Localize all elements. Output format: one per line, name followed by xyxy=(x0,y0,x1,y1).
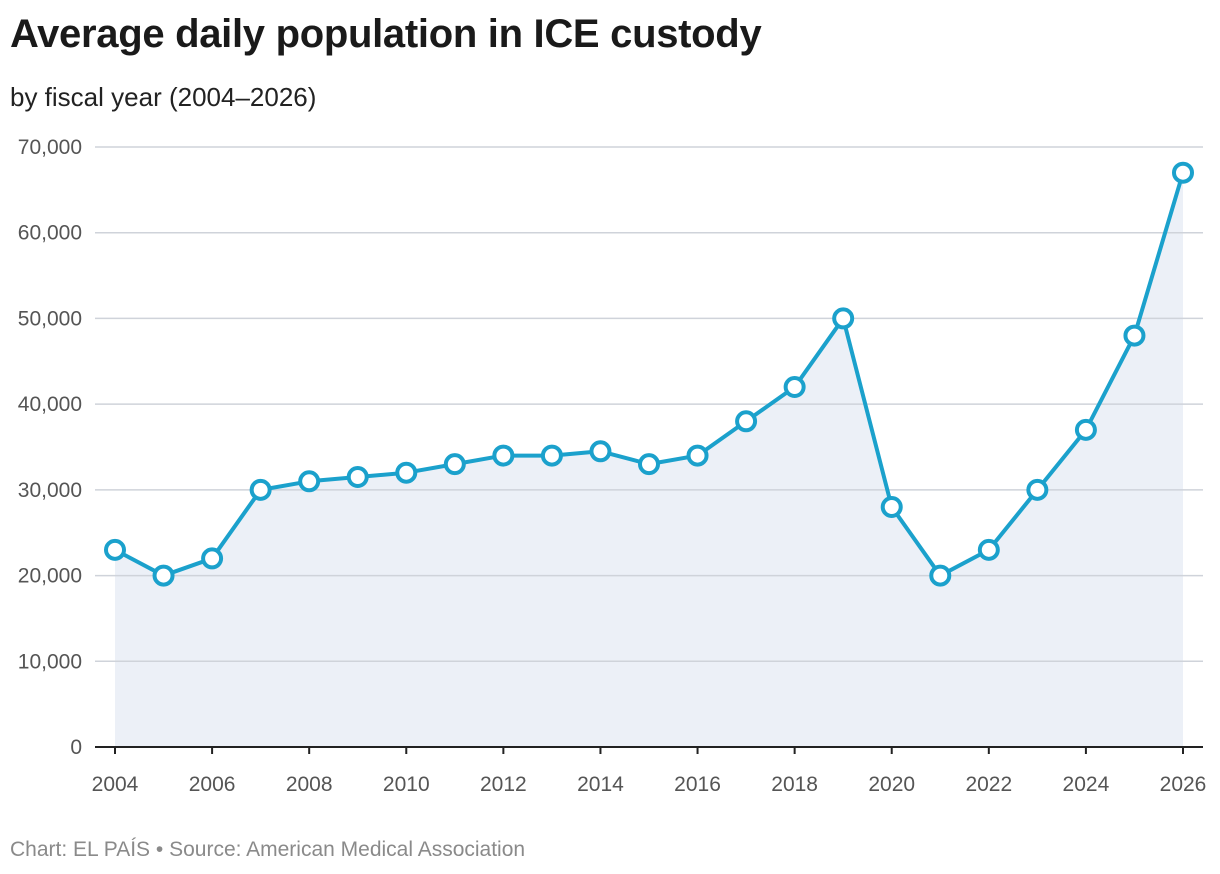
x-tick-label: 2004 xyxy=(92,773,139,796)
data-point xyxy=(249,478,272,501)
data-point xyxy=(880,496,903,518)
data-point xyxy=(346,466,369,488)
x-tick-label: 2008 xyxy=(286,773,333,796)
data-point xyxy=(977,538,1000,561)
data-point xyxy=(929,564,952,587)
data-point xyxy=(201,547,224,570)
data-point xyxy=(395,461,418,484)
x-tick-label: 2020 xyxy=(868,773,915,796)
x-tick-label: 2012 xyxy=(480,773,527,796)
series-area xyxy=(115,172,1183,747)
x-tick-label: 2016 xyxy=(674,773,721,796)
chart-subtitle: by fiscal year (2004–2026) xyxy=(10,82,317,112)
y-tick-label: 30,000 xyxy=(18,479,82,502)
x-tick-label: 2026 xyxy=(1160,773,1207,796)
data-point xyxy=(783,376,806,398)
data-point xyxy=(1123,324,1146,347)
x-tick-label: 2014 xyxy=(577,773,624,796)
x-tick-label: 2024 xyxy=(1063,773,1110,796)
x-tick-label: 2006 xyxy=(189,773,236,796)
chart-title: Average daily population in ICE custody xyxy=(10,12,762,56)
data-point xyxy=(298,470,321,493)
data-point xyxy=(1172,161,1194,184)
data-point xyxy=(638,453,660,476)
y-tick-label: 20,000 xyxy=(18,565,82,588)
data-point xyxy=(540,444,563,467)
y-tick-label: 60,000 xyxy=(18,222,82,245)
y-tick-label: 10,000 xyxy=(18,650,82,673)
data-point xyxy=(492,444,515,467)
data-point xyxy=(443,453,466,476)
data-point xyxy=(589,440,612,463)
data-point xyxy=(1026,478,1049,501)
data-point xyxy=(152,564,175,587)
chart-source-note: Chart: EL PAÍS • Source: American Medica… xyxy=(10,838,526,861)
data-point xyxy=(735,410,758,433)
x-tick-label: 2010 xyxy=(383,773,430,796)
y-tick-label: 50,000 xyxy=(18,307,82,330)
data-point xyxy=(686,444,709,467)
data-point xyxy=(832,307,855,330)
y-tick-label: 70,000 xyxy=(18,136,82,159)
x-tick-label: 2018 xyxy=(771,773,818,796)
x-tick-label: 2022 xyxy=(965,773,1012,796)
y-tick-label: 0 xyxy=(70,736,82,759)
y-tick-label: 40,000 xyxy=(18,393,82,416)
data-point xyxy=(1074,418,1097,441)
data-point xyxy=(104,538,126,561)
